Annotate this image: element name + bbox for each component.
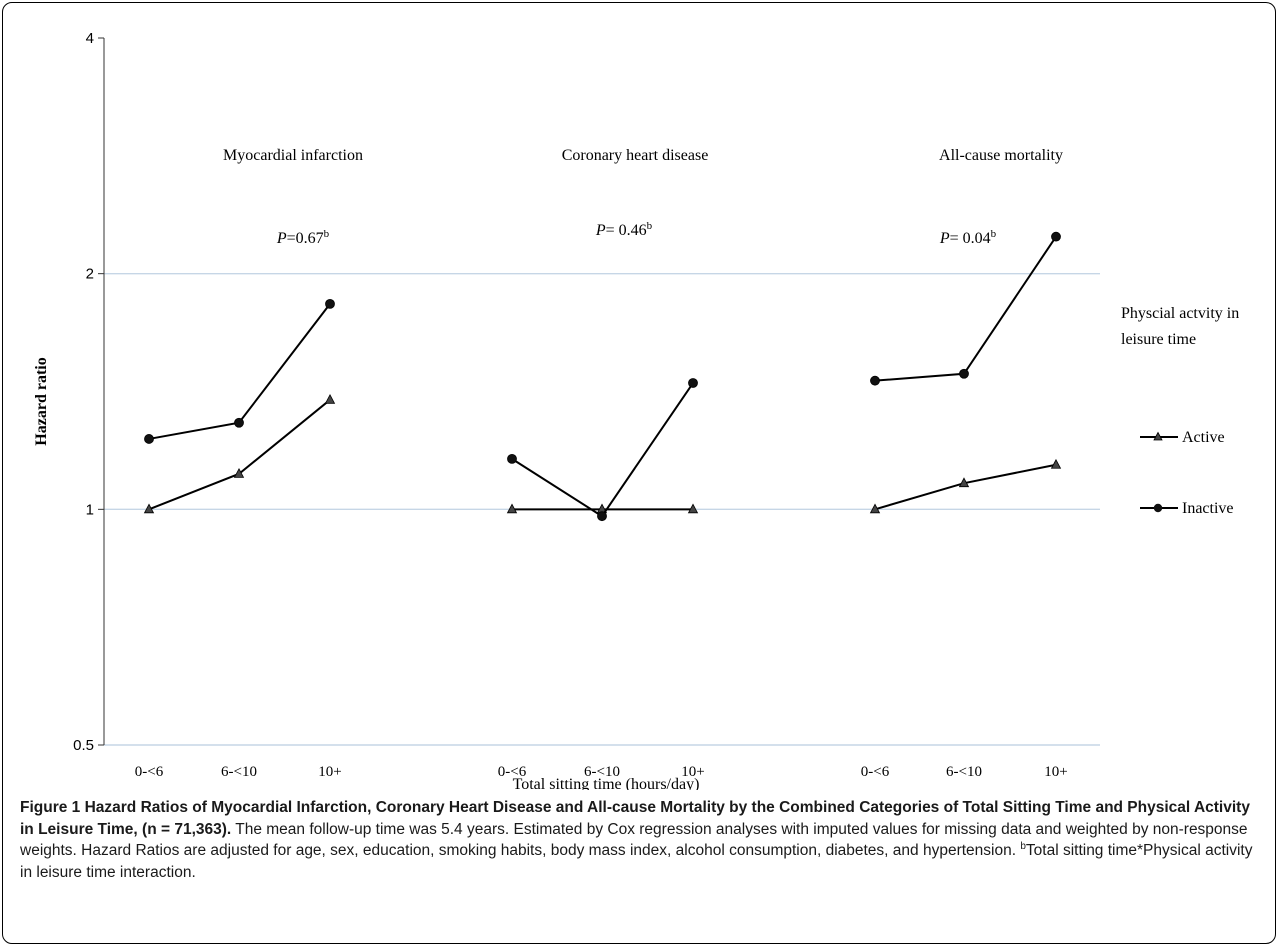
- legend-marker-inactive: [1153, 503, 1163, 513]
- y-tick-label: 4: [86, 30, 94, 47]
- category-label: 6-<10: [221, 764, 257, 780]
- x-axis-label: Total sitting time (hours/day): [513, 776, 700, 790]
- point-inactive: [325, 298, 335, 309]
- point-active: [1050, 458, 1062, 469]
- point-inactive: [688, 378, 698, 388]
- y-tick-label: 0.5: [73, 737, 94, 754]
- series-line-inactive: [874, 236, 1057, 382]
- y-axis-label: Hazard ratio: [33, 357, 50, 445]
- category-label: 10+: [318, 764, 341, 780]
- point-active: [869, 503, 881, 514]
- p-value: P=0.67b: [276, 228, 330, 247]
- chart-groups: Myocardial infarction P=0.67b 0-<6 6-<10 10+…: [135, 147, 1068, 780]
- axes: 0.5 1 2 4 Hazard ratio Total sitting time (ho…: [33, 30, 699, 790]
- series-line-inactive: [511, 382, 694, 518]
- caption-text: The mean follow-up time was 5.4 years. E…: [20, 820, 1248, 860]
- hazard-ratio-chart: 0.5 1 2 4 Hazard ratio Total sitting time (ho…: [33, 30, 1239, 790]
- legend: Physcial actvity in leisure time Active Ina…: [1121, 305, 1239, 517]
- point-inactive: [507, 453, 517, 464]
- category-label: 6-<10: [946, 764, 982, 780]
- y-tick-label: 1: [86, 501, 94, 518]
- point-inactive: [959, 368, 969, 379]
- category-label: 0-<6: [135, 764, 164, 780]
- legend-marker-active: [1153, 431, 1163, 441]
- point-inactive: [1051, 231, 1061, 242]
- legend-label: Inactive: [1182, 500, 1234, 517]
- series-line-active: [148, 399, 331, 511]
- group-title: All-cause mortality: [939, 147, 1063, 164]
- category-label: 0-<6: [861, 764, 890, 780]
- point-active: [233, 467, 245, 478]
- category-label: 10+: [1044, 764, 1067, 780]
- group-3: All-cause mortality P= 0.04b 0-<6 6-<10 10+: [861, 147, 1068, 780]
- point-active: [958, 477, 970, 488]
- point-active: [687, 503, 699, 514]
- y-tick-label: 2: [86, 266, 94, 283]
- p-value: P= 0.46b: [595, 220, 653, 239]
- point-inactive: [144, 434, 154, 444]
- point-active: [143, 503, 155, 514]
- point-inactive: [870, 375, 880, 386]
- group-2: Coronary heart disease P= 0.46b 0-<6 6-<10 1…: [498, 147, 709, 780]
- caption-footnote-mark: b: [1020, 840, 1026, 852]
- category-label: 6-<10: [584, 764, 620, 780]
- caption-title: Figure 1 Hazard Ratios of Myocardial Inf…: [20, 799, 1250, 838]
- p-value: P= 0.04b: [939, 228, 997, 247]
- category-label: 0-<6: [498, 764, 527, 780]
- group-title: Coronary heart disease: [562, 147, 709, 164]
- point-inactive: [597, 511, 607, 522]
- group-title: Myocardial infarction: [223, 147, 363, 164]
- legend-label: Active: [1182, 429, 1225, 446]
- category-label: 10+: [681, 764, 704, 780]
- figure-caption: Figure 1 Hazard Ratios of Myocardial Inf…: [20, 797, 1265, 883]
- group-1: Myocardial infarction P=0.67b 0-<6 6-<10 10+: [135, 147, 363, 780]
- point-inactive: [234, 417, 244, 428]
- caption-footnote: Total sitting time*Physical activity in …: [20, 842, 1253, 881]
- point-active: [506, 503, 518, 514]
- legend-title: Physcial actvity in leisure time: [1121, 305, 1239, 348]
- point-active: [324, 393, 336, 404]
